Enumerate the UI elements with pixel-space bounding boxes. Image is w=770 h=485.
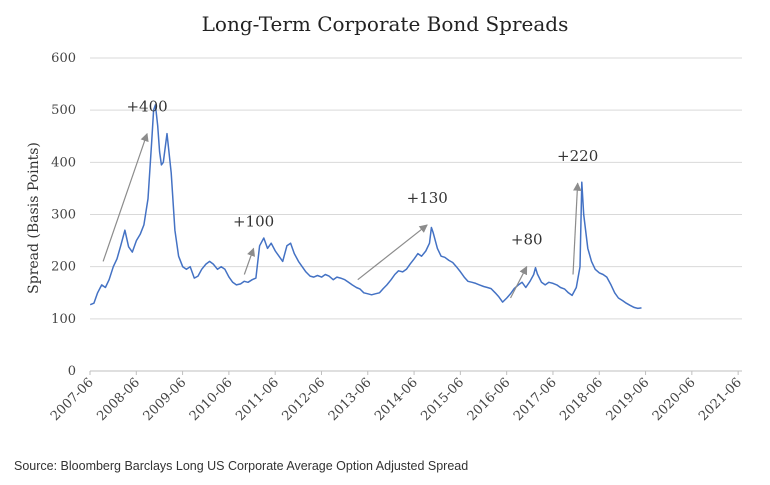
annotation-arrow xyxy=(509,265,528,299)
source-note: Source: Bloomberg Barclays Long US Corpo… xyxy=(14,459,468,473)
y-tick-label: 100 xyxy=(51,312,76,327)
annotations: +400 +100 +130 +80 +220 xyxy=(102,98,598,299)
annotation-label: +80 xyxy=(511,231,543,249)
x-tick-label: 2011-06 xyxy=(233,375,282,424)
x-tick-label: 2012-06 xyxy=(279,375,328,424)
x-tick-label: 2017-06 xyxy=(511,375,560,424)
x-tick-label: 2008-06 xyxy=(94,375,143,424)
y-tick-label: 500 xyxy=(51,103,76,118)
x-tick-label: 2007-06 xyxy=(48,375,97,424)
annotation-label: +130 xyxy=(407,189,448,207)
y-axis-label: Spread (Basis Points) xyxy=(26,142,42,294)
x-tick-label: 2021-06 xyxy=(696,375,745,424)
series-line-spread xyxy=(89,104,642,310)
y-tick-label: 0 xyxy=(68,364,76,379)
x-tick-label: 2019-06 xyxy=(604,375,653,424)
chart-title: Long-Term Corporate Bond Spreads xyxy=(202,12,569,36)
annotation-label: +400 xyxy=(126,98,167,116)
series-layer xyxy=(89,104,642,310)
x-tick-label: 2014-06 xyxy=(372,375,421,424)
x-tick-label: 2018-06 xyxy=(557,375,606,424)
annotation-label: +100 xyxy=(233,212,274,230)
y-tick-label: 600 xyxy=(51,51,76,66)
y-tick-label: 200 xyxy=(51,260,76,275)
annotation-arrow xyxy=(243,247,256,275)
y-tick-label: 300 xyxy=(51,208,76,223)
x-tick-label: 2013-06 xyxy=(326,375,375,424)
annotation-arrow xyxy=(102,132,149,262)
x-tick-label: 2016-06 xyxy=(465,375,514,424)
x-tick-label: 2009-06 xyxy=(141,375,190,424)
annotation-arrow xyxy=(572,182,582,275)
x-tick-labels: 2007-062008-062009-062010-062011-062012-… xyxy=(48,371,745,424)
y-tick-labels: 0 100 200 300 400 500 600 xyxy=(51,51,76,379)
y-tick-label: 400 xyxy=(51,155,76,170)
annotation-arrow xyxy=(357,224,428,281)
gridlines xyxy=(90,57,742,372)
x-tick-label: 2015-06 xyxy=(418,375,467,424)
x-tick-label: 2010-06 xyxy=(187,375,236,424)
annotation-label: +220 xyxy=(557,147,598,165)
x-tick-label: 2020-06 xyxy=(650,375,699,424)
